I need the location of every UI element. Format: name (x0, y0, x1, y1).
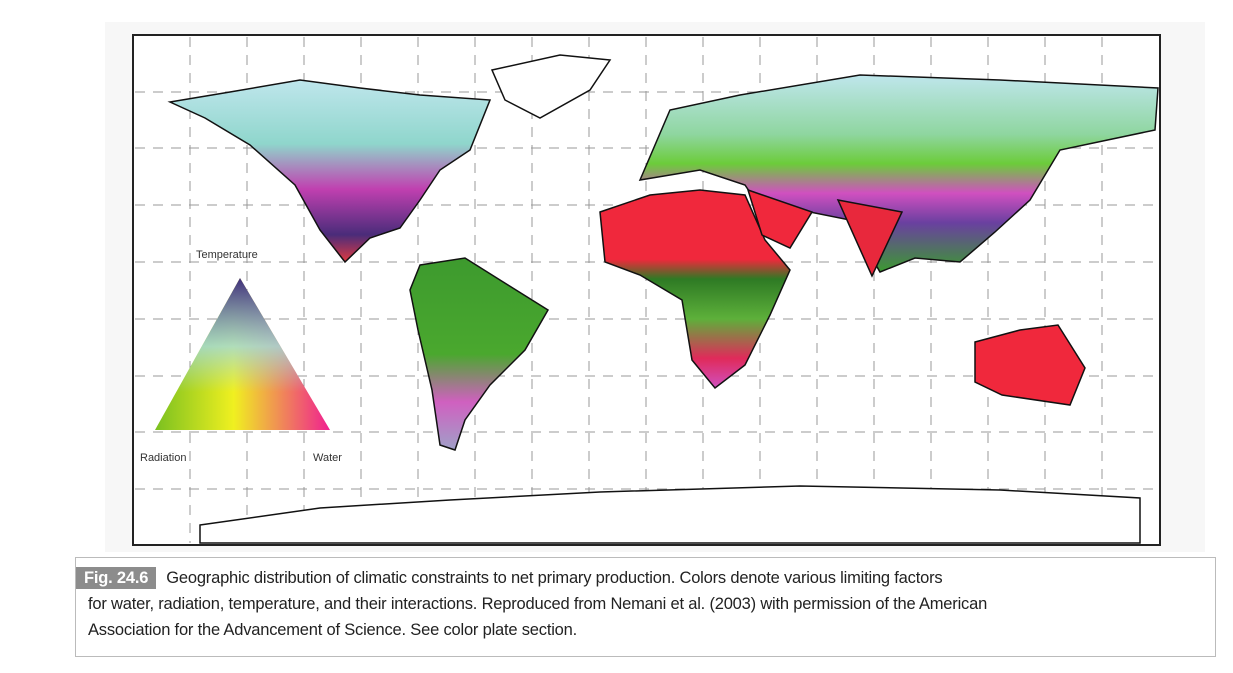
caption-text: Geographic distribution of climatic cons… (166, 569, 943, 587)
caption-line: for water, radiation, temperature, and t… (88, 595, 988, 613)
figure-label: Fig. 24.6 (76, 567, 157, 589)
legend-triangle-shade (155, 278, 330, 430)
legend-label-top: Temperature (196, 249, 258, 261)
legend-label-right: Water (313, 452, 342, 464)
legend-label-left: Radiation (140, 452, 186, 464)
caption-line: Association for the Advancement of Scien… (88, 621, 578, 639)
continents (167, 54, 1159, 544)
caption-line: Fig. 24.6 Geographic distribution of clim… (76, 565, 1205, 591)
caption: Fig. 24.6 Geographic distribution of clim… (75, 557, 1216, 657)
